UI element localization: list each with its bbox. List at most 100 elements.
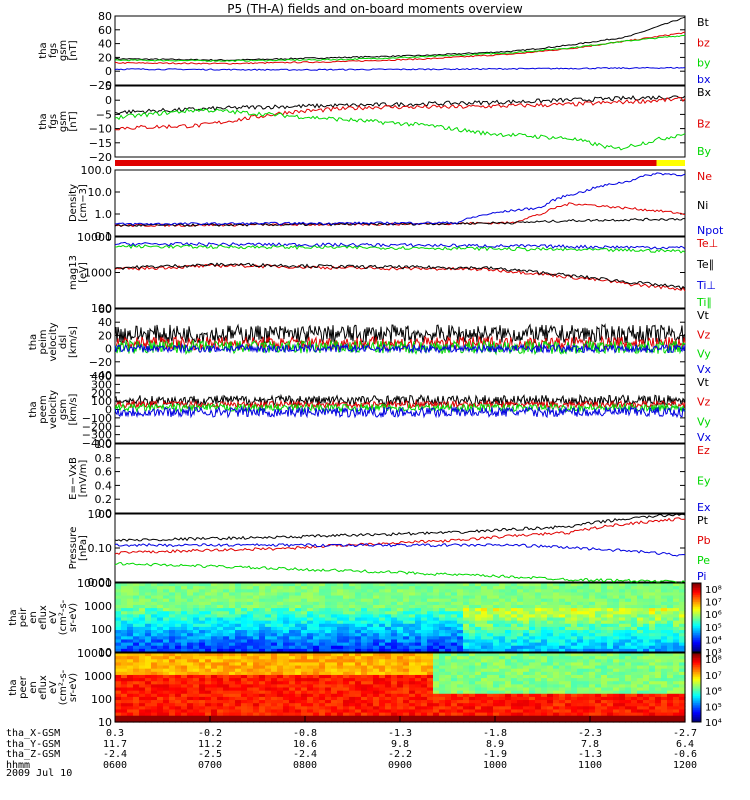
heatmap-cell [277,703,284,707]
heatmap-cell [379,718,386,723]
heatmap-cell [151,589,158,594]
ephemeris-value: 1100 [577,759,603,771]
heatmap-cell [283,645,290,650]
heatmap-cell [433,665,440,670]
heatmap-cell [553,645,560,650]
ephemeris-value: 0700 [197,759,223,771]
heatmap-cell [367,696,374,701]
heatmap-cell [373,636,380,641]
heatmap-cell [571,636,578,641]
heatmap-cell [253,595,260,600]
heatmap-cell [163,636,170,641]
heatmap-cell [607,583,614,587]
heatmap-cell [391,681,398,685]
heatmap-cell [607,614,614,619]
heatmap-cell [421,659,428,664]
heatmap-cell [325,589,332,594]
heatmap-cell [211,684,218,689]
colorbar-cell [692,634,701,637]
heatmap-cell [217,659,224,664]
heatmap-cell [247,653,254,657]
heatmap-cell [211,614,218,619]
heatmap-cell [499,620,506,625]
heatmap-cell [151,712,158,717]
heatmap-cell [331,715,338,720]
heatmap-cell [343,712,350,717]
heatmap-cell [523,690,530,695]
heatmap-cell [499,645,506,650]
heatmap-cell [283,706,290,711]
heatmap-cell [319,604,326,609]
heatmap-cell [643,700,650,704]
heatmap-cell [589,614,596,619]
heatmap-cell [343,626,350,631]
heatmap-cell [409,653,416,657]
heatmap-cell [241,715,248,720]
heatmap-cell [409,718,416,723]
heatmap-cell [433,586,440,590]
heatmap-cell [151,696,158,701]
heatmap-cell [499,653,506,657]
heatmap-cell [391,595,398,600]
heatmap-cell [475,656,482,660]
heatmap-cell [481,715,488,720]
heatmap-cell [361,611,368,615]
heatmap-cell [217,693,224,698]
heatmap-cell [529,693,536,698]
heatmap-cell [259,718,266,723]
heatmap-cell [637,626,644,631]
heatmap-cell [517,684,524,689]
heatmap-cell [571,662,578,667]
heatmap-cell [493,645,500,650]
heatmap-cell [241,662,248,667]
heatmap-cell [289,608,296,612]
heatmap-cell [343,589,350,594]
heatmap-cell [187,671,194,676]
heatmap-cell [343,623,350,628]
heatmap-cell [433,687,440,692]
legend-Ne: Ne [697,170,712,183]
heatmap-cell [649,592,656,597]
heatmap-cell [313,617,320,622]
legend-Te∥: Te∥ [696,258,714,271]
heatmap-cell [439,718,446,723]
heatmap-cell [307,668,314,673]
heatmap-cell [601,690,608,695]
heatmap-cell [235,601,242,606]
heatmap-cell [529,665,536,670]
heatmap-cell [241,583,248,587]
heatmap-cell [445,674,452,679]
heatmap-cell [445,693,452,698]
heatmap-cell [505,611,512,615]
heatmap-cell [133,614,140,619]
heatmap-cell [361,712,368,717]
heatmap-cell [583,696,590,701]
heatmap-cell [565,709,572,714]
heatmap-cell [391,645,398,650]
heatmap-cell [601,583,608,587]
heatmap-cell [361,706,368,711]
heatmap-cell [313,614,320,619]
heatmap-cell [319,687,326,692]
heatmap-cell [679,617,686,622]
heatmap-cell [337,583,344,587]
heatmap-cell [619,626,626,631]
heatmap-cell [115,718,122,723]
heatmap-cell [649,589,656,594]
heatmap-cell [595,617,602,622]
heatmap-cell [607,626,614,631]
heatmap-cell [409,608,416,612]
heatmap-cell [619,583,626,587]
colorbar-cell [692,680,701,683]
heatmap-cell [529,690,536,695]
heatmap-cell [325,687,332,692]
heatmap-cell [589,678,596,682]
heatmap-cell [541,674,548,679]
heatmap-cell [211,715,218,720]
heatmap-cell [115,639,122,644]
heatmap-cell [427,706,434,711]
heatmap-cell [451,639,458,644]
heatmap-cell [163,703,170,707]
heatmap-cell [325,636,332,641]
heatmap-cell [541,690,548,695]
